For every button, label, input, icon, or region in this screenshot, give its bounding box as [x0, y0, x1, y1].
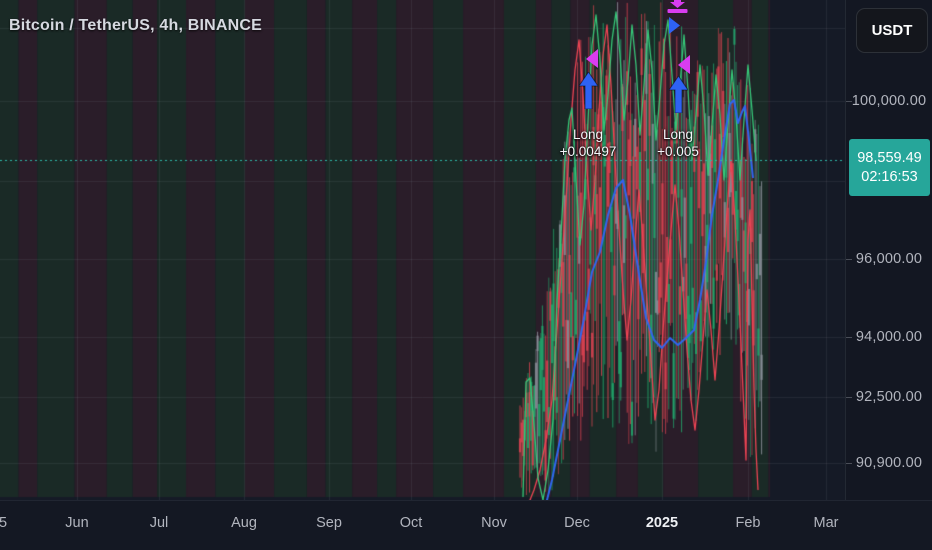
price-axis-label: 96,000.00 [846, 251, 932, 267]
price-axis-label: 92,500.00 [846, 389, 932, 405]
time-axis-label: Sep [316, 515, 342, 531]
last-price-badge: 98,559.49 02:16:53 [849, 139, 930, 196]
time-axis-label: 2025 [645, 515, 679, 531]
price-axis-label: 94,000.00 [846, 329, 932, 345]
last-price-value: 98,559.49 [857, 149, 922, 166]
long-entry-up-arrow-icon [578, 71, 599, 110]
time-axis-label: Feb [735, 515, 761, 531]
time-axis-label: Nov [481, 515, 507, 531]
time-axis-label: 5 [0, 515, 8, 531]
signal-left-triangle-icon [678, 55, 690, 74]
long-trade-label-title: Long [662, 127, 694, 142]
signal-right-triangle-icon [669, 17, 680, 34]
long-trade-label-value: +0.00497 [559, 144, 617, 159]
long-trade-label-title: Long [572, 127, 604, 142]
long-trade-label: Long +0.00497 [560, 126, 617, 160]
time-axis-label: Jul [149, 515, 169, 531]
time-axis-label: Oct [399, 515, 423, 531]
currency-toggle-button[interactable]: USDT [856, 8, 928, 53]
price-chart-canvas[interactable] [0, 0, 845, 500]
time-axis-label: Dec [564, 515, 590, 531]
time-axis-label: Jun [65, 515, 89, 531]
long-trade-label: Long +0.005 [657, 126, 699, 160]
exit-down-arrow-icon [667, 0, 688, 14]
time-axis-label: Aug [231, 515, 257, 531]
signal-left-triangle-icon [586, 49, 598, 68]
long-entry-up-arrow-icon [668, 75, 689, 114]
long-trade-label-value: +0.005 [657, 144, 699, 159]
price-axis-label: 100,000.00 [846, 93, 932, 109]
price-scale[interactable]: USDT 100,000.00 96,000.00 94,000.00 92,500.… [845, 0, 932, 500]
time-scale[interactable]: 5 Jun Jul Aug Sep Oct Nov Dec 2025 Feb Mar [0, 500, 932, 550]
bar-countdown: 02:16:53 [861, 168, 918, 185]
symbol-title: Bitcoin / TetherUS, 4h, BINANCE [9, 17, 263, 34]
time-axis-label: Mar [813, 515, 839, 531]
price-axis-label: 90,900.00 [846, 455, 932, 471]
